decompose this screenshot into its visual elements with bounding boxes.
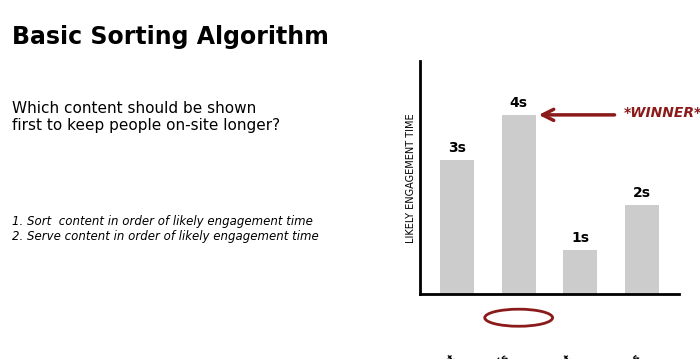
Y-axis label: LIKELY ENGAGEMENT TIME: LIKELY ENGAGEMENT TIME (406, 113, 416, 243)
Text: Basic Sorting Algorithm: Basic Sorting Algorithm (12, 25, 329, 49)
Text: Which content should be shown
first to keep people on-site longer?: Which content should be shown first to k… (12, 101, 280, 133)
Bar (625, 205, 659, 294)
Text: 2s: 2s (633, 186, 651, 200)
Bar (440, 160, 474, 294)
Text: Thing my friend is
angry about: Thing my friend is angry about (428, 353, 519, 359)
Text: 4s: 4s (510, 97, 528, 111)
Text: *WINNER*: *WINNER* (624, 106, 700, 120)
Text: 3s: 3s (448, 141, 466, 155)
Text: Restaurant
recommendation: Restaurant recommendation (496, 353, 580, 359)
Text: 1s: 1s (571, 231, 589, 245)
Bar (502, 115, 536, 294)
Bar (564, 250, 597, 294)
Text: Baby pictures: Baby pictures (578, 353, 642, 359)
Text: New job post: New job post (395, 353, 457, 359)
Text: 1. Sort  content in order of likely engagement time
2. Serve content in order of: 1. Sort content in order of likely engag… (12, 215, 318, 243)
